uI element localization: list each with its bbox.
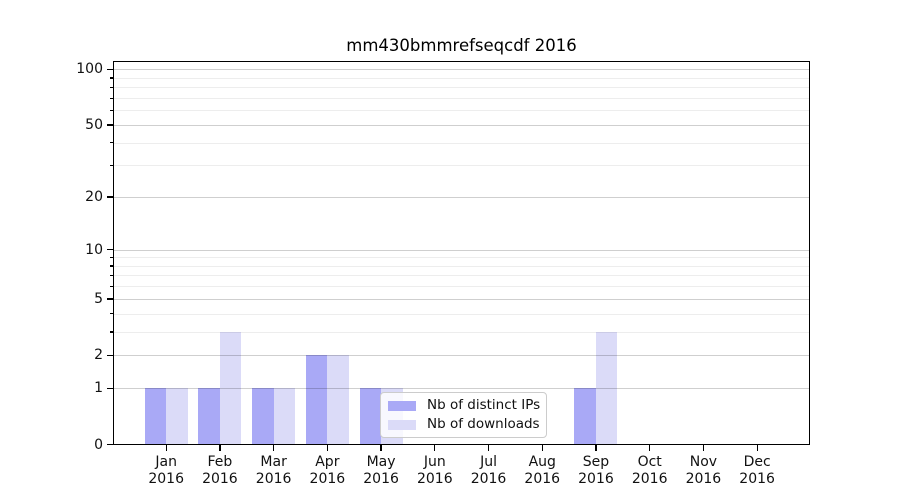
- y-minor-tick-mark: [109, 86, 113, 89]
- gridline-minor: [113, 257, 810, 259]
- x-tick-mark: [273, 444, 275, 451]
- gridline-minor: [113, 165, 810, 167]
- x-tick-mark: [649, 444, 651, 451]
- y-minor-tick-mark: [109, 77, 113, 79]
- y-minor-tick-mark: [109, 285, 113, 288]
- x-tick-label-sep: Sep 2016: [578, 453, 614, 487]
- legend-swatch-downloads: [388, 419, 416, 430]
- x-tick-label-oct: Oct 2016: [631, 453, 668, 487]
- gridline-minor: [113, 77, 810, 79]
- legend-item-downloads: Nb of downloads: [388, 416, 540, 432]
- gridline-minor: [113, 275, 810, 277]
- y-tick-mark: [106, 387, 113, 389]
- y-minor-tick-mark: [109, 256, 113, 259]
- x-tick-label-jun: Jun 2016: [416, 453, 453, 487]
- x-tick-mark: [380, 444, 382, 451]
- y-tick-label: 5: [94, 290, 103, 307]
- chart-title: mm430bmmrefseqcdf 2016: [346, 36, 577, 55]
- y-tick-mark: [106, 443, 113, 446]
- plot-frame: [113, 61, 810, 445]
- bar-may-ips: [359, 388, 382, 445]
- y-minor-tick-mark: [109, 313, 113, 315]
- gridline-minor: [113, 265, 810, 267]
- x-tick-mark: [434, 444, 436, 451]
- y-minor-tick-mark: [109, 97, 113, 99]
- y-tick-label: 10: [85, 241, 103, 258]
- x-tick-label-jan: Jan 2016: [148, 453, 184, 487]
- y-minor-tick-mark: [109, 274, 113, 277]
- x-tick-label-may: May 2016: [363, 453, 399, 487]
- y-minor-tick-mark: [109, 109, 113, 112]
- y-tick-mark: [106, 354, 113, 356]
- y-minor-tick-mark: [109, 331, 113, 333]
- legend-label-downloads: Nb of downloads: [427, 416, 540, 432]
- gridline-minor: [113, 286, 810, 288]
- gridline-major: [113, 124, 810, 126]
- x-tick-mark: [595, 444, 597, 451]
- bar-jan-downloads: [166, 388, 188, 445]
- bar-mar-ips: [252, 388, 274, 445]
- y-tick-label: 20: [85, 189, 103, 206]
- legend-item-distinct-ips: Nb of distinct IPs: [388, 397, 541, 413]
- y-tick-label: 2: [94, 347, 103, 364]
- bar-apr-downloads: [327, 355, 349, 445]
- gridline-minor: [113, 331, 810, 333]
- x-tick-label-feb: Feb 2016: [202, 453, 238, 487]
- y-tick-mark: [106, 68, 113, 71]
- bar-feb-downloads: [219, 331, 242, 445]
- y-minor-tick-mark: [109, 142, 113, 144]
- y-tick-label: 0: [94, 436, 103, 453]
- x-tick-mark: [487, 444, 490, 451]
- x-tick-label-mar: Mar 2016: [255, 453, 292, 487]
- y-tick-mark: [106, 298, 113, 300]
- bar-feb-ips: [198, 388, 220, 445]
- gridline-major: [113, 298, 810, 300]
- gridline-major: [113, 355, 810, 357]
- x-tick-mark: [219, 444, 221, 451]
- bar-apr-ips: [305, 355, 328, 445]
- x-tick-mark: [165, 444, 167, 451]
- y-tick-label: 50: [85, 116, 103, 133]
- gridline-major: [113, 388, 810, 390]
- x-tick-mark: [702, 444, 705, 451]
- x-tick-label-nov: Nov 2016: [685, 453, 722, 487]
- x-tick-mark: [541, 444, 543, 451]
- bar-sep-downloads: [595, 331, 618, 445]
- y-minor-tick-mark: [109, 265, 113, 267]
- gridline-major: [113, 197, 810, 199]
- gridline-minor: [113, 87, 810, 89]
- legend: Nb of distinct IPs Nb of downloads: [380, 392, 547, 438]
- x-tick-label-dec: Dec 2016: [739, 453, 775, 487]
- y-tick-mark: [106, 124, 113, 126]
- y-minor-tick-mark: [109, 164, 113, 167]
- legend-label-distinct-ips: Nb of distinct IPs: [427, 397, 541, 413]
- gridline-minor: [113, 313, 810, 315]
- y-tick-label: 100: [76, 61, 103, 78]
- y-tick-mark: [106, 249, 113, 251]
- x-tick-mark: [756, 444, 758, 451]
- gridline-major: [113, 249, 810, 251]
- gridline-minor: [113, 110, 810, 112]
- bar-jan-ips: [144, 388, 167, 445]
- x-tick-mark: [326, 444, 329, 451]
- gridline-minor: [113, 142, 810, 144]
- gridline-major: [113, 69, 810, 71]
- x-tick-label-aug: Aug 2016: [524, 453, 561, 487]
- y-tick-mark: [106, 196, 113, 198]
- bar-sep-ips: [574, 388, 596, 445]
- x-tick-label-jul: Jul 2016: [470, 453, 507, 487]
- gridline-minor: [113, 98, 810, 100]
- y-tick-label: 1: [94, 380, 103, 397]
- x-tick-label-apr: Apr 2016: [309, 453, 346, 487]
- bar-mar-downloads: [273, 388, 296, 445]
- legend-swatch-distinct-ips: [388, 400, 416, 411]
